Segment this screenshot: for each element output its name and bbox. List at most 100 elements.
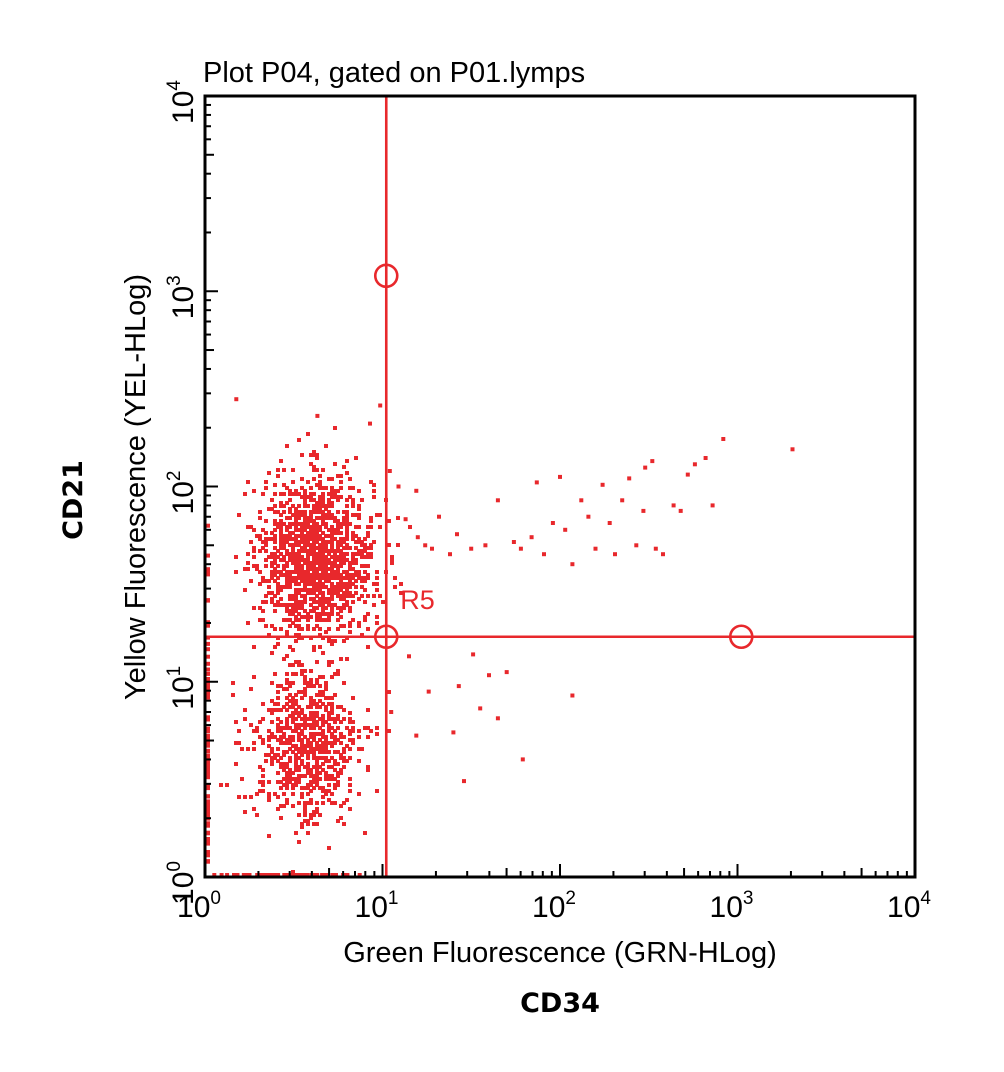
cluster-point bbox=[291, 576, 295, 580]
cluster-point bbox=[288, 774, 292, 778]
axis-pileup-point bbox=[206, 523, 210, 528]
cluster-point bbox=[360, 540, 364, 544]
cluster-point bbox=[318, 675, 322, 679]
cluster-point bbox=[330, 702, 334, 706]
cluster-point bbox=[324, 573, 328, 577]
cluster-point bbox=[285, 798, 289, 802]
gate-handle[interactable] bbox=[373, 624, 399, 650]
cluster-point bbox=[264, 759, 268, 763]
axis-pileup-point bbox=[206, 553, 210, 558]
x-tick-label: 101 bbox=[355, 888, 399, 924]
cluster-point bbox=[327, 573, 331, 577]
cluster-point bbox=[348, 564, 352, 568]
cluster-point bbox=[294, 624, 298, 628]
cluster-point bbox=[372, 483, 376, 487]
cluster-point bbox=[315, 483, 319, 487]
cluster-point bbox=[318, 693, 322, 697]
cluster-point bbox=[387, 519, 391, 523]
cluster-point bbox=[360, 552, 364, 556]
cluster-point bbox=[369, 525, 373, 529]
cluster-point bbox=[294, 597, 298, 601]
axis-pileup-point bbox=[206, 768, 210, 773]
gate-handle[interactable] bbox=[373, 263, 399, 289]
cluster-point bbox=[324, 546, 328, 550]
cluster-point bbox=[348, 477, 352, 481]
cluster-point bbox=[330, 477, 334, 481]
cluster-point bbox=[327, 540, 331, 544]
cluster-point bbox=[315, 810, 319, 814]
cluster-point bbox=[333, 516, 337, 520]
gate-handle[interactable] bbox=[728, 624, 754, 650]
cluster-point bbox=[264, 594, 268, 598]
cluster-point bbox=[345, 585, 349, 589]
cluster-point bbox=[297, 564, 301, 568]
cluster-point bbox=[285, 603, 289, 607]
cluster-point bbox=[321, 768, 325, 772]
cluster-point bbox=[288, 705, 292, 709]
cluster-point bbox=[303, 687, 307, 691]
cluster-point bbox=[327, 501, 331, 505]
gate-handles[interactable] bbox=[373, 263, 754, 650]
cluster-point bbox=[318, 786, 322, 790]
cluster-point bbox=[285, 552, 289, 556]
cluster-point bbox=[294, 768, 298, 772]
cluster-point bbox=[297, 705, 301, 709]
cluster-point bbox=[273, 645, 277, 649]
cluster-point bbox=[288, 510, 292, 514]
cluster-point bbox=[315, 453, 319, 457]
cluster-point bbox=[267, 738, 271, 742]
cluster-point bbox=[312, 684, 316, 688]
cluster-point bbox=[288, 759, 292, 763]
cluster-point bbox=[255, 729, 259, 733]
cluster-point bbox=[351, 531, 355, 535]
cluster-point bbox=[327, 660, 331, 664]
cluster-point bbox=[294, 759, 298, 763]
cluster-point bbox=[327, 774, 331, 778]
cluster-point bbox=[294, 516, 298, 520]
cluster-point bbox=[255, 813, 259, 817]
cluster-point bbox=[240, 777, 244, 781]
cluster-point bbox=[318, 528, 322, 532]
cluster-point bbox=[333, 693, 337, 697]
cluster-point bbox=[291, 720, 295, 724]
cluster-point bbox=[333, 735, 337, 739]
cluster-point bbox=[345, 525, 349, 529]
cluster-point bbox=[330, 726, 334, 730]
cluster-point bbox=[315, 588, 319, 592]
quadrant-gate[interactable]: R5 bbox=[205, 96, 915, 877]
cluster-point bbox=[273, 756, 277, 760]
cluster-point bbox=[300, 588, 304, 592]
cluster-point bbox=[336, 627, 340, 631]
cluster-point bbox=[288, 780, 292, 784]
cluster-point bbox=[273, 702, 277, 706]
cluster-point bbox=[237, 729, 241, 733]
cluster-point bbox=[294, 723, 298, 727]
data-point bbox=[471, 652, 476, 657]
cluster-point bbox=[306, 684, 310, 688]
cluster-point bbox=[300, 513, 304, 517]
cluster-point bbox=[312, 813, 316, 817]
cluster-point bbox=[333, 558, 337, 562]
cluster-point bbox=[333, 462, 337, 466]
cluster-point bbox=[336, 564, 340, 568]
cluster-point bbox=[348, 756, 352, 760]
cluster-point bbox=[309, 582, 313, 586]
axis-pileup-point bbox=[206, 765, 210, 770]
cluster-point bbox=[294, 558, 298, 562]
cluster-point bbox=[285, 525, 289, 529]
cluster-point bbox=[297, 768, 301, 772]
cluster-point bbox=[342, 570, 346, 574]
cluster-point bbox=[297, 510, 301, 514]
cluster-point bbox=[285, 606, 289, 610]
cluster-point bbox=[330, 588, 334, 592]
cluster-point bbox=[306, 534, 310, 538]
cluster-point bbox=[330, 639, 334, 643]
cluster-point bbox=[309, 462, 313, 466]
cluster-point bbox=[285, 780, 289, 784]
cluster-point bbox=[282, 537, 286, 541]
cluster-point bbox=[300, 534, 304, 538]
cluster-point bbox=[339, 585, 343, 589]
cluster-point bbox=[303, 747, 307, 751]
cluster-point bbox=[300, 522, 304, 526]
cluster-point bbox=[279, 786, 283, 790]
